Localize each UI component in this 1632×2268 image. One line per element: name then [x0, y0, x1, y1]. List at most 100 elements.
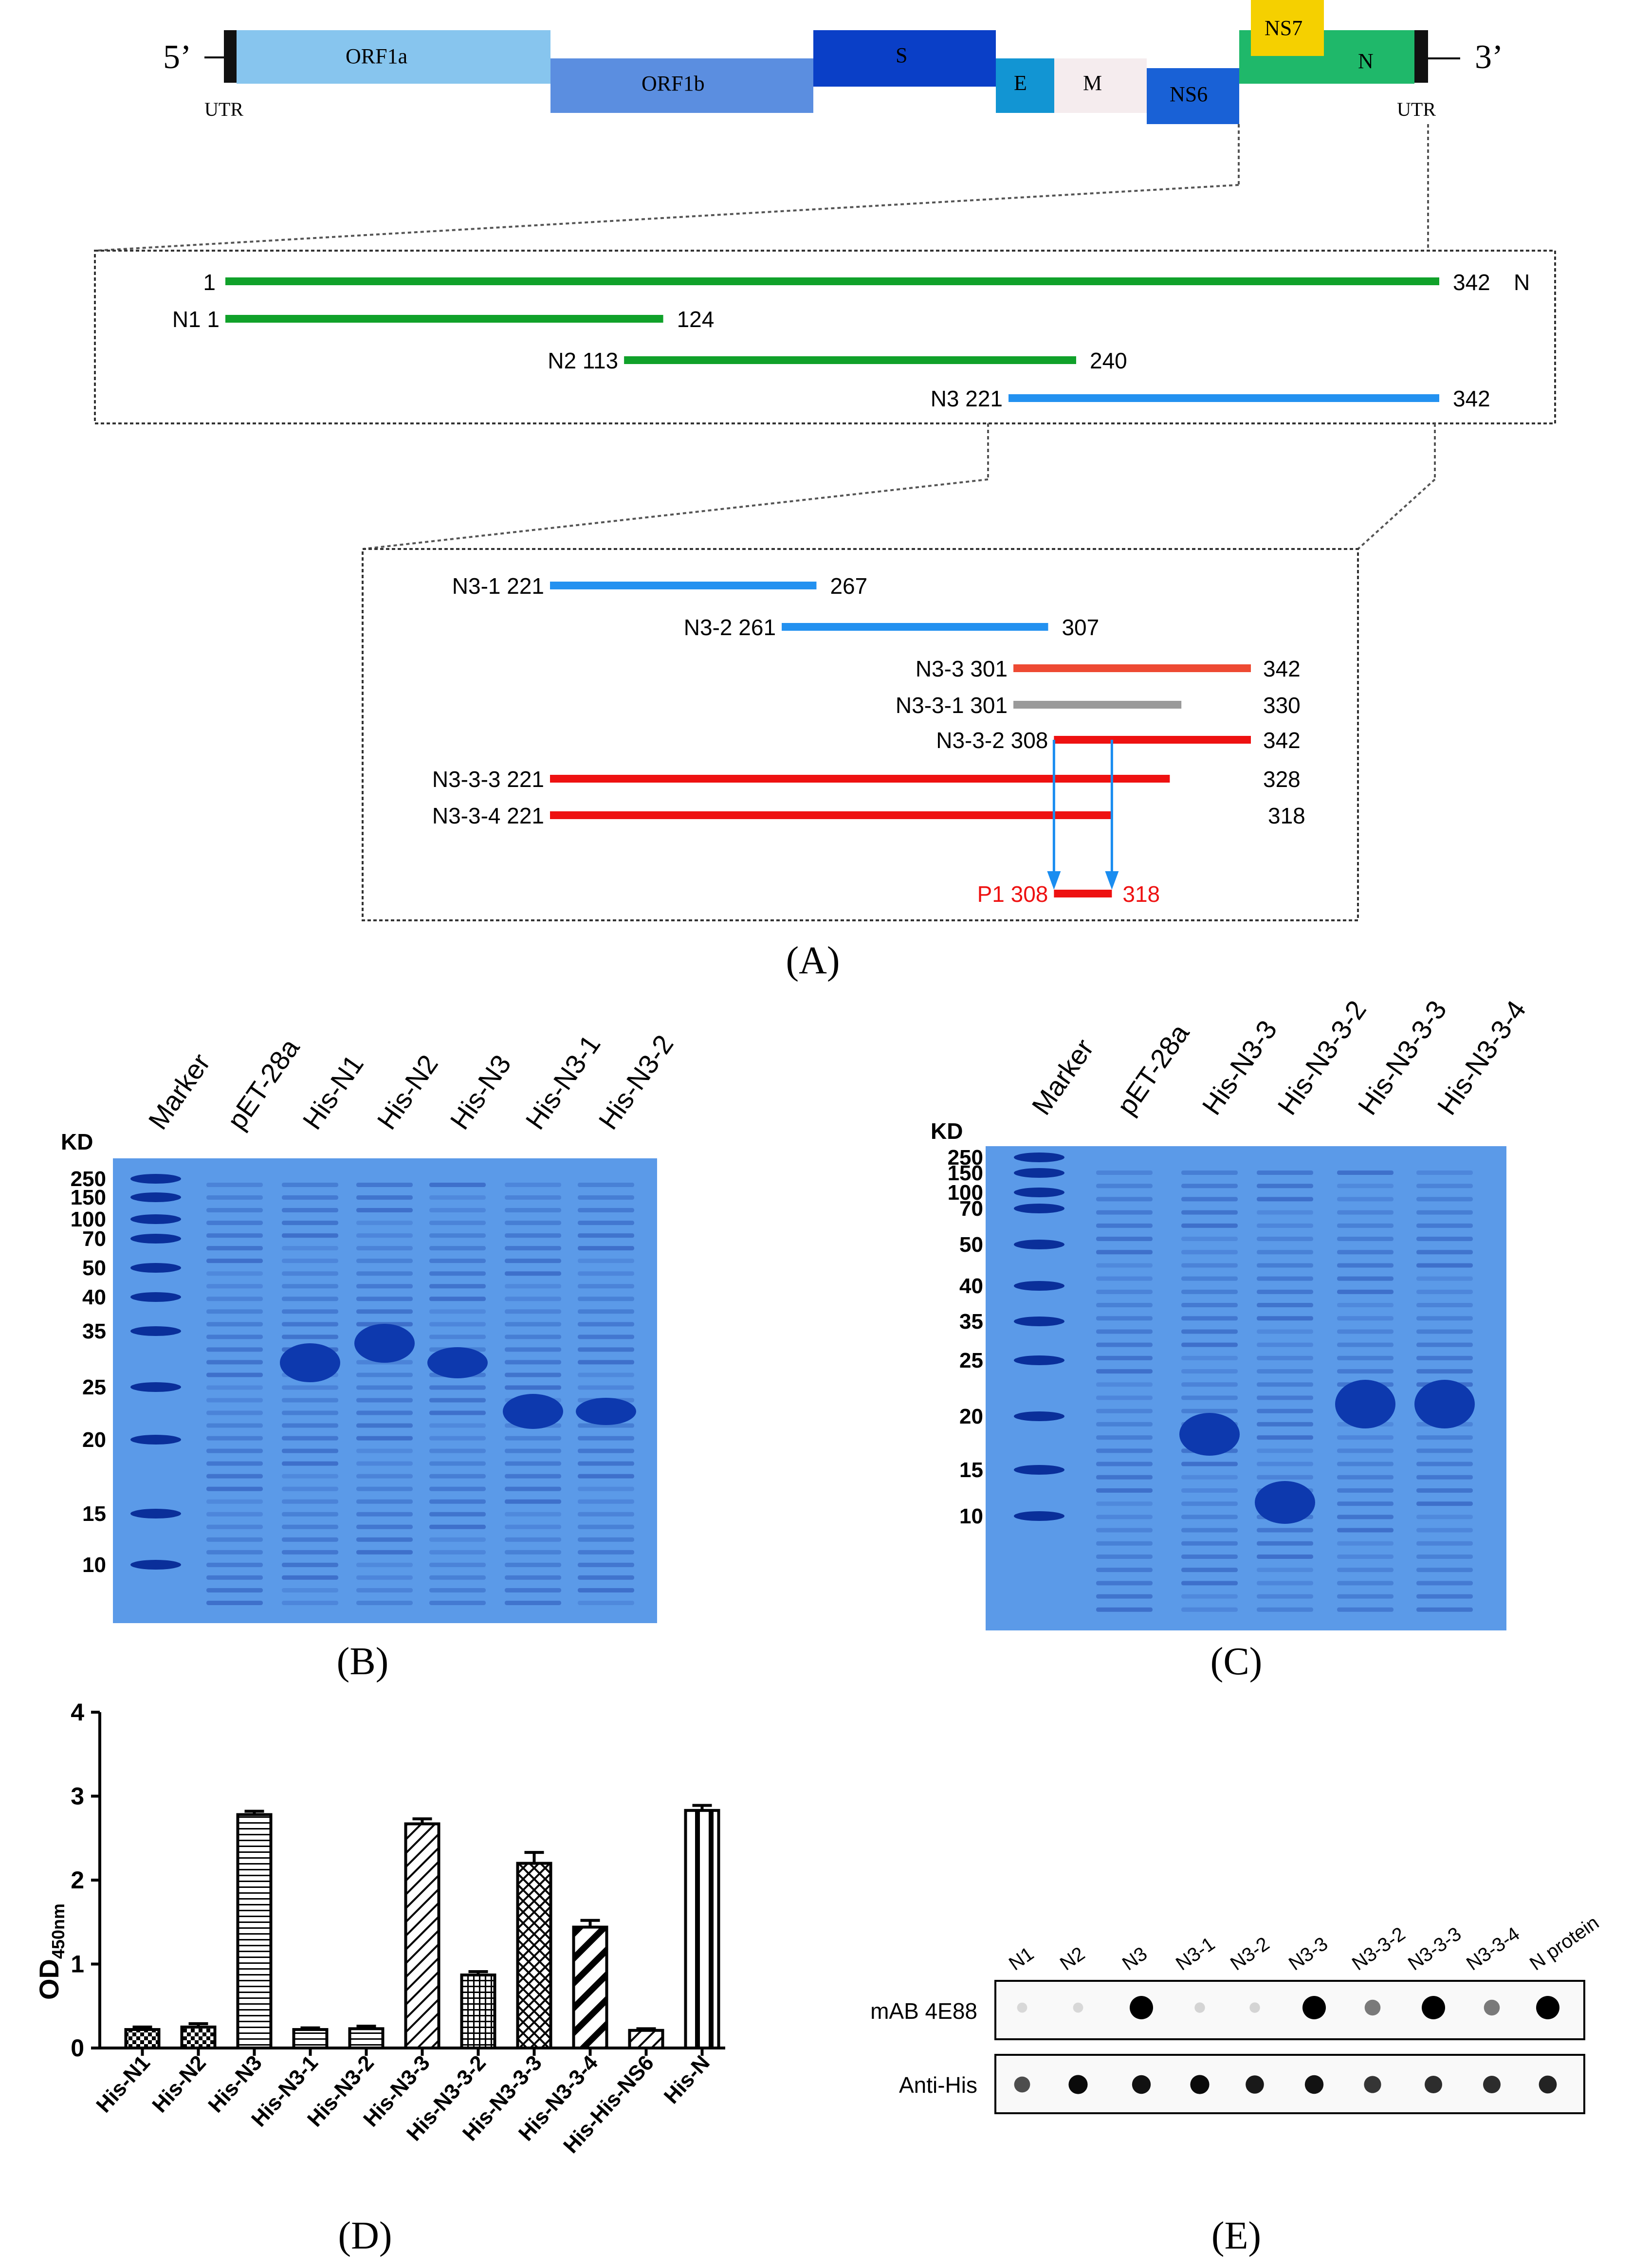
dot-mab — [1536, 1996, 1559, 2019]
lane-band — [1096, 1488, 1153, 1493]
lane-band — [1181, 1607, 1238, 1612]
lane-band — [505, 1372, 561, 1377]
lane-band — [282, 1271, 338, 1276]
lane-band — [1096, 1237, 1153, 1242]
lane-band — [206, 1233, 263, 1238]
lane-band — [1096, 1355, 1153, 1360]
bar-n1-end: 124 — [677, 307, 715, 332]
lane-band — [505, 1600, 561, 1605]
lane-band — [1181, 1289, 1238, 1294]
y-tick-label-2: 2 — [71, 1866, 84, 1894]
expressed-band — [427, 1347, 488, 1378]
lane-band — [429, 1461, 486, 1466]
lane-band — [578, 1461, 634, 1466]
bar-his-n3-3 — [404, 1822, 440, 2050]
marker-label-70: 70 — [959, 1197, 983, 1221]
y-tick-label-3: 3 — [71, 1783, 84, 1810]
lane-band — [356, 1423, 413, 1428]
lane-band — [505, 1297, 561, 1301]
lane-band — [1181, 1303, 1238, 1308]
lane-band — [1257, 1342, 1313, 1347]
lane-band — [282, 1486, 338, 1491]
lane-band — [206, 1461, 263, 1466]
lane-band — [1337, 1223, 1394, 1228]
lane-band — [429, 1284, 486, 1289]
lane-band — [356, 1271, 413, 1276]
lane-band — [1416, 1250, 1473, 1255]
lane-band — [282, 1398, 338, 1403]
lane-band — [429, 1486, 486, 1491]
bar-p1-label: P1 308 — [977, 881, 1048, 907]
marker-label-15: 15 — [959, 1458, 983, 1482]
marker-label-15: 15 — [82, 1502, 106, 1526]
expressed-band — [1179, 1413, 1240, 1456]
lane-band — [356, 1537, 413, 1542]
lane-band — [1416, 1355, 1473, 1360]
lane-band — [505, 1448, 561, 1453]
lane-band — [1096, 1303, 1153, 1308]
gene-s — [813, 30, 996, 87]
lane-band — [578, 1385, 634, 1390]
gene-ns7-label: NS7 — [1265, 16, 1302, 40]
lane-band — [1337, 1528, 1394, 1533]
lane-band — [206, 1221, 263, 1225]
y-axis-label-main: OD — [34, 1959, 64, 2000]
dot-anti-his — [1539, 2075, 1557, 2094]
lane-band — [505, 1385, 561, 1390]
lane-band — [1257, 1197, 1313, 1202]
lane-band — [1337, 1316, 1394, 1321]
panel-d-label: (D) — [338, 2214, 392, 2257]
lane-band — [578, 1271, 634, 1276]
lane-band — [1337, 1515, 1394, 1519]
lane-band — [1337, 1171, 1394, 1175]
blot-dots — [1014, 1996, 1559, 2094]
lane-band — [1257, 1263, 1313, 1268]
lane-band — [578, 1550, 634, 1555]
lane-band — [206, 1600, 263, 1605]
lane-band — [1416, 1369, 1473, 1374]
lane-band — [429, 1322, 486, 1327]
dot-anti-his — [1425, 2076, 1442, 2093]
lane-band — [206, 1360, 263, 1365]
lane-band — [1337, 1276, 1394, 1281]
lane-band — [429, 1259, 486, 1263]
y-tick-label-0: 0 — [71, 2034, 84, 2062]
lane-band — [1096, 1568, 1153, 1573]
dot-anti-his — [1304, 2075, 1324, 2094]
lane-band — [1337, 1435, 1394, 1440]
genome-map: 5’ UTR ORF1a ORF1b S E M NS6 N NS7 3’ UT… — [163, 0, 1503, 124]
lane-band — [578, 1588, 634, 1592]
lane-label-his-n3: His-N3 — [444, 1049, 517, 1135]
lane-band — [429, 1474, 486, 1479]
lane-band — [206, 1524, 263, 1529]
gene-orf1a — [237, 30, 550, 84]
lane-band — [282, 1297, 338, 1301]
gene-n-label: N — [1358, 49, 1374, 73]
lane-band — [578, 1259, 634, 1263]
marker-label-10: 10 — [959, 1504, 983, 1528]
lane-band — [1257, 1250, 1313, 1255]
zoom-connector-2 — [362, 423, 1436, 550]
lane-band — [282, 1183, 338, 1187]
lane-band — [1416, 1276, 1473, 1281]
lane-band — [429, 1208, 486, 1213]
lane-band — [1416, 1528, 1473, 1533]
lane-band — [1181, 1223, 1238, 1228]
lane-band — [1416, 1501, 1473, 1506]
dot-mab — [1302, 1996, 1326, 2019]
lane-band — [282, 1499, 338, 1504]
lane-band — [1257, 1422, 1313, 1427]
lane-band — [1337, 1303, 1394, 1308]
lane-band — [356, 1385, 413, 1390]
blot-column-n2: N2 — [1056, 1943, 1089, 1975]
marker-label-25: 25 — [959, 1349, 983, 1372]
panel-e-label: (E) — [1211, 2214, 1261, 2257]
arrow-p1-start-head — [1047, 871, 1061, 890]
lane-band — [578, 1537, 634, 1542]
lane-band — [1337, 1594, 1394, 1599]
lane-band — [429, 1246, 486, 1251]
marker-label-70: 70 — [82, 1227, 106, 1251]
gene-orf1b — [550, 58, 813, 113]
bar-n3-2-end: 307 — [1062, 615, 1099, 640]
